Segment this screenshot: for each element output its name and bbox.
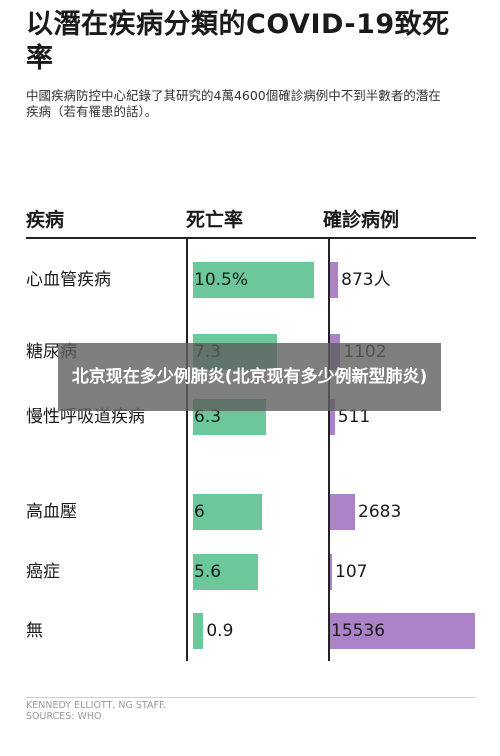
chart-title: 以潛在疾病分類的COVID-19致死率: [26, 9, 450, 74]
cases-bar: [330, 262, 339, 298]
column-header-fatality: 死亡率: [186, 209, 244, 231]
watermark-banner-text: 北京现在多少例肺炎(北京现有多少例新型肺炎): [71, 367, 428, 387]
fatality-value-label: 10.5%: [194, 270, 249, 290]
fatality-value-label: 0.9: [206, 621, 234, 641]
fatality-value-label: 5.6: [194, 562, 222, 582]
cases-value-label: 107: [335, 562, 368, 582]
fatality-axis-line: [186, 239, 188, 661]
header-rule: [26, 237, 476, 239]
column-header-cases: 確診病例: [323, 209, 400, 231]
fatality-bar: [193, 494, 263, 530]
column-header-disease: 疾病: [26, 209, 65, 231]
fatality-value-label: 6.3: [194, 407, 222, 427]
footer-credit: KENNEDY ELLIOTT, NG STAFF.: [26, 700, 166, 711]
row-label: 無: [26, 621, 43, 641]
cases-bar: [330, 399, 335, 435]
footer-sources: SOURCES: WHO: [26, 711, 102, 722]
fatality-bar: [193, 613, 204, 649]
cases-bar: [330, 613, 475, 649]
cases-value-label: 511: [337, 407, 371, 427]
row-label: 慢性呼吸道疾病: [26, 407, 145, 427]
watermark-banner: 北京现在多少例肺炎(北京现有多少例新型肺炎): [58, 343, 441, 411]
row-label: 高血壓: [26, 502, 77, 522]
chart-footer: KENNEDY ELLIOTT, NG STAFF. SOURCES: WHO: [26, 697, 476, 722]
chart-subtitle: 中國疾病防控中心紀錄了其研究的4萬4600個確診病例中不到半數者的潛在疾病（若有…: [26, 88, 441, 119]
fatality-bar: [193, 262, 314, 298]
cases-axis-line: [328, 239, 330, 661]
cases-value-label: 15536: [331, 621, 386, 641]
cases-value-label: 873人: [341, 270, 391, 290]
fatality-bar: [193, 554, 258, 590]
cases-bar: [330, 554, 332, 590]
cases-value-label: 2683: [358, 502, 402, 522]
row-label: 癌症: [26, 562, 60, 582]
fatality-value-label: 6: [194, 502, 205, 522]
row-label: 心血管疾病: [26, 270, 111, 290]
cases-bar: [330, 494, 356, 530]
